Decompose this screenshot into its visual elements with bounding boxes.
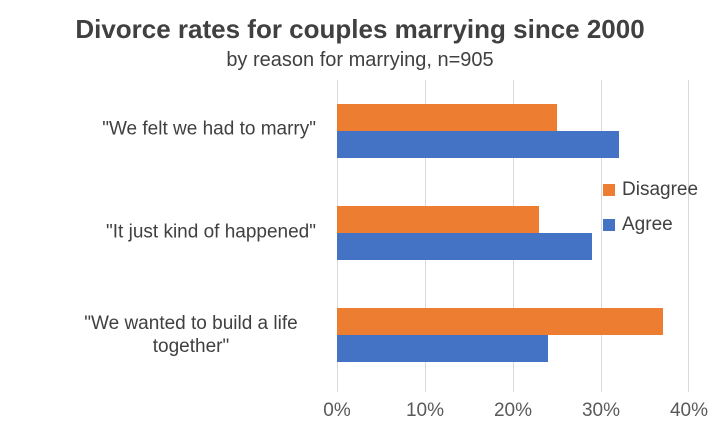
bar-disagree-had-to-marry	[337, 104, 557, 131]
legend-label-disagree: Disagree	[622, 179, 699, 200]
agree-color-swatch-icon	[603, 219, 615, 231]
category-label-kind-of-happened: "It just kind of happened"	[106, 221, 316, 243]
legend-item-agree: Agree	[603, 214, 698, 235]
bar-agree-build-a-life	[337, 335, 549, 362]
bar-group-build-a-life	[337, 284, 689, 386]
x-tick-20: 20%	[493, 400, 533, 421]
x-tick-40: 40%	[669, 400, 709, 421]
bar-disagree-build-a-life	[337, 308, 663, 335]
x-tick-0: 0%	[323, 400, 351, 421]
plot-area	[337, 80, 689, 392]
legend-label-agree: Agree	[622, 214, 673, 235]
legend: Disagree Agree	[603, 179, 699, 250]
bar-group-had-to-marry	[337, 80, 689, 182]
x-tick-10: 10%	[405, 400, 445, 421]
bar-group-kind-of-happened	[337, 182, 689, 284]
chart-subtitle: by reason for marrying, n=905	[226, 49, 494, 71]
disagree-color-swatch-icon	[603, 184, 615, 196]
category-label-build-a-life: "We wanted to build a life together"	[84, 313, 298, 357]
gridline-30pct	[601, 80, 602, 392]
legend-item-disagree: Disagree	[603, 179, 699, 200]
bar-disagree-kind-of-happened	[337, 206, 540, 233]
bar-agree-kind-of-happened	[337, 233, 593, 260]
x-tick-30: 30%	[581, 400, 621, 421]
category-label-had-to-marry: "We felt we had to marry"	[102, 118, 316, 140]
bar-agree-had-to-marry	[337, 131, 619, 158]
chart-title: Divorce rates for couples marrying since…	[75, 14, 645, 44]
gridline-40pct	[688, 80, 689, 392]
